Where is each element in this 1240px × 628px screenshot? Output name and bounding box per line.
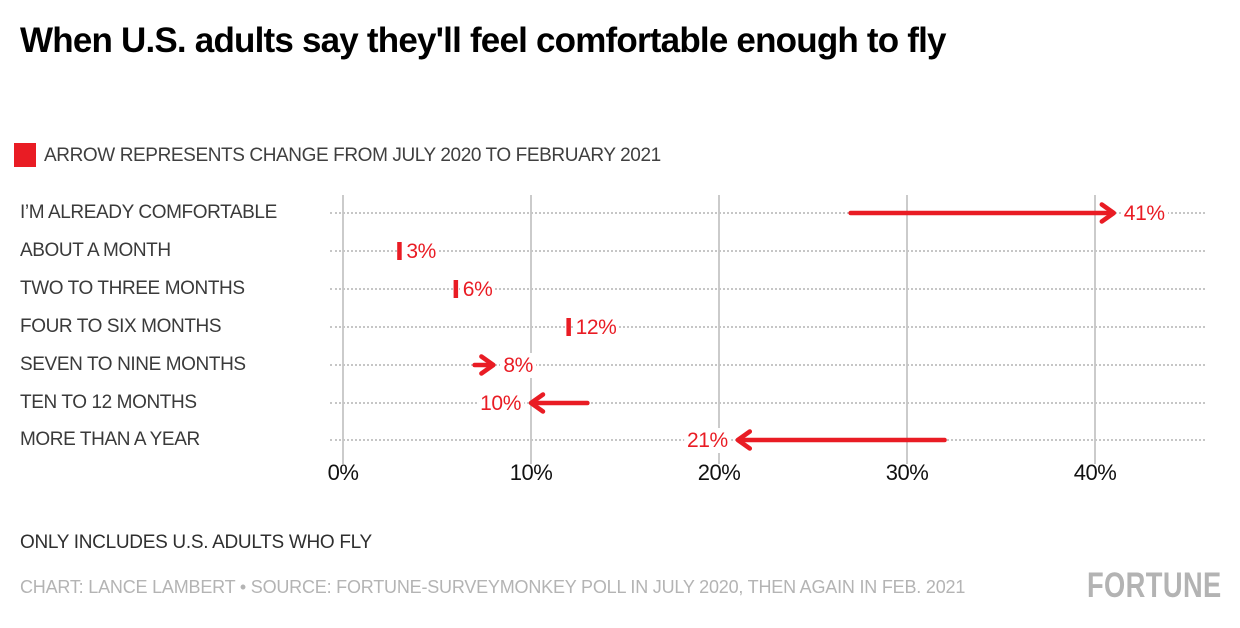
category-label: I’M ALREADY COMFORTABLE [20, 202, 277, 223]
row-dotted-line [330, 287, 1205, 290]
fortune-logo: FORTUNE [1087, 566, 1222, 605]
axis-tick-label: 0% [327, 460, 359, 485]
row-dotted-line [330, 401, 1205, 404]
chart-row: FOUR TO SIX MONTHS 12% [0, 308, 1240, 346]
category-label: MORE THAN A YEAR [20, 429, 200, 451]
chart-row: MORE THAN A YEAR 21% [0, 421, 1240, 459]
change-arrow [735, 429, 947, 452]
no-change-tick [397, 241, 402, 260]
row-dotted-line [330, 249, 1205, 252]
category-label: TWO TO THREE MONTHS [20, 277, 245, 299]
chart-row: TWO TO THREE MONTHS 6% [0, 270, 1240, 308]
change-arrow [528, 391, 590, 414]
legend-color-swatch [14, 143, 36, 167]
row-track [330, 346, 1205, 384]
value-label: 12% [572, 314, 620, 340]
change-arrow [472, 353, 496, 376]
no-change-tick [566, 317, 571, 336]
chart-row: ABOUT A MONTH 3% [0, 232, 1240, 270]
gridline [530, 195, 532, 464]
category-label: TEN TO 12 MONTHS [20, 391, 197, 413]
category-label: SEVEN TO NINE MONTHS [20, 353, 246, 375]
row-dotted-line [330, 325, 1205, 328]
row-track [330, 232, 1205, 270]
gridline [718, 195, 720, 464]
row-track [330, 384, 1205, 422]
row-dotted-line [330, 363, 1205, 366]
gridline [1094, 195, 1096, 464]
credit-line: CHART: LANCE LAMBERT • SOURCE: FORTUNE-S… [20, 577, 966, 597]
value-label: 10% [477, 390, 524, 416]
chart-row: I’M ALREADY COMFORTABLE 41% [0, 194, 1240, 232]
row-track [330, 421, 1205, 459]
footnote: ONLY INCLUDES U.S. ADULTS WHO FLY [20, 532, 372, 553]
no-change-tick [453, 279, 459, 298]
row-dotted-line [330, 212, 1205, 214]
page-title: When U.S. adults say they'll feel comfor… [20, 21, 947, 60]
axis-tick-label: 20% [697, 460, 741, 485]
value-label: 8% [500, 352, 536, 378]
row-track [330, 270, 1205, 308]
category-label: ABOUT A MONTH [20, 239, 171, 261]
chart-row: SEVEN TO NINE MONTHS 8% [0, 346, 1240, 384]
gridline [906, 195, 908, 464]
legend-label: ARROW REPRESENTS CHANGE FROM JULY 2020 T… [44, 145, 661, 166]
value-label: 21% [683, 428, 731, 454]
axis-tick-label: 10% [509, 460, 553, 485]
chart-row: TEN TO 12 MONTHS 10% [0, 384, 1240, 422]
value-label: 41% [1120, 201, 1168, 226]
category-label: FOUR TO SIX MONTHS [20, 315, 222, 337]
change-arrow [848, 202, 1117, 224]
row-track [330, 194, 1205, 232]
value-label: 6% [459, 276, 496, 302]
axis-tick-label: 30% [885, 460, 929, 485]
axis-tick-label: 40% [1073, 460, 1117, 485]
gridline [342, 195, 344, 464]
row-track [330, 308, 1205, 346]
value-label: 3% [403, 238, 439, 264]
